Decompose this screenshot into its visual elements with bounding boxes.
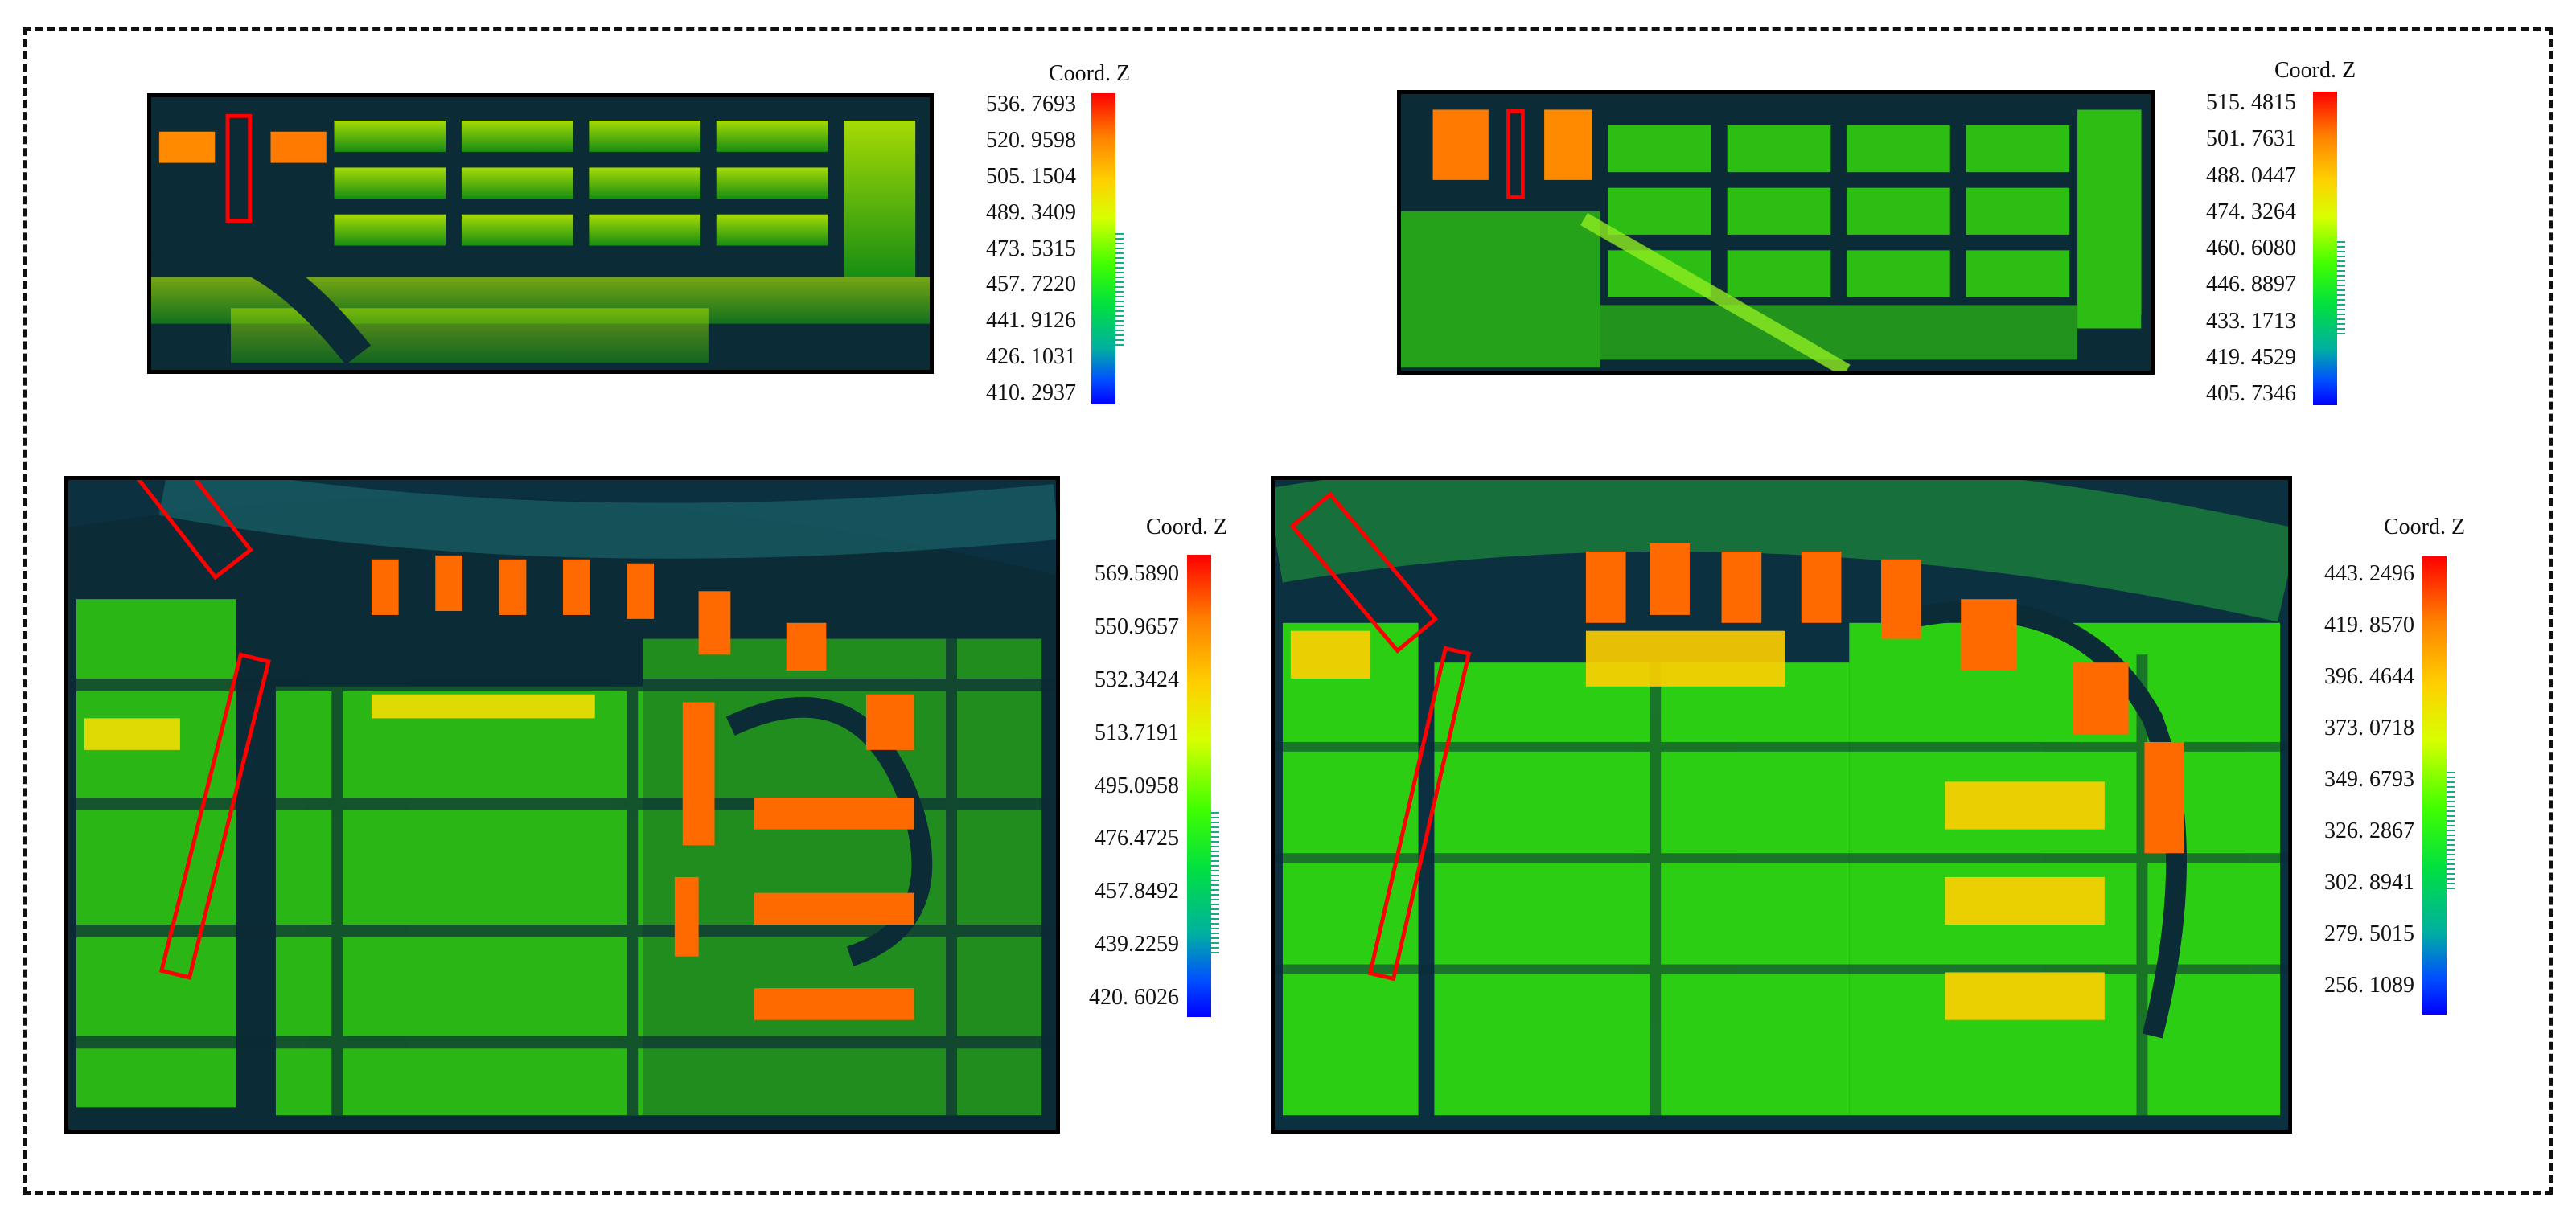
highlight-box <box>1367 646 1472 982</box>
point-cloud-panel-bottom-right <box>1271 476 2292 1134</box>
figure-frame <box>23 27 2553 1195</box>
colorbar-tick: 501. 7631 <box>2206 126 2296 152</box>
colorbar-tick: 419. 8570 <box>2324 613 2414 638</box>
colorbar-tick: 505. 1504 <box>986 163 1076 189</box>
colorbar-tick: 433. 1713 <box>2206 308 2296 334</box>
colorbar-tick: 439.2259 <box>1095 932 1179 958</box>
point-cloud-image <box>1275 480 2288 1130</box>
colorbar-tick: 532.3424 <box>1095 666 1179 692</box>
colorbar-tick: 457. 7220 <box>986 272 1076 297</box>
colorbar-title: Coord. Z <box>1146 515 1228 539</box>
colorbar-title: Coord. Z <box>2384 515 2466 539</box>
colorbar-title: Coord. Z <box>1049 61 1131 86</box>
colorbar-tick: 396. 4644 <box>2324 664 2414 689</box>
colorbar-histogram <box>1211 812 1219 957</box>
colorbar-tick: 302. 8941 <box>2324 870 2414 895</box>
colorbar-tick: 420. 6026 <box>1089 985 1179 1010</box>
colorbar-tick: 550.9657 <box>1095 613 1179 639</box>
colorbar-tick: 488. 0447 <box>2206 162 2296 188</box>
highlight-box <box>158 652 271 980</box>
colorbar-tick: 536. 7693 <box>986 92 1076 117</box>
colorbar-tick: 405. 7346 <box>2206 381 2296 406</box>
colorbar-tick: 476.4725 <box>1095 826 1179 851</box>
colorbar-ticks: 536. 7693 520. 9598 505. 1504 489. 3409 … <box>955 93 1076 404</box>
colorbar-ticks: 569.5890 550.9657 532.3424 513.7191 495.… <box>1062 563 1179 1009</box>
colorbar-tick: 520. 9598 <box>986 127 1076 153</box>
highlight-box <box>1289 491 1439 654</box>
colorbar-tick: 473. 5315 <box>986 236 1076 261</box>
colorbar-tick: 326. 2867 <box>2324 818 2414 843</box>
point-cloud-panel-bottom-left <box>64 476 1060 1134</box>
colorbar-tick: 457.8492 <box>1095 879 1179 904</box>
colorbar-tick: 460. 6080 <box>2206 236 2296 260</box>
point-cloud-image <box>151 97 930 370</box>
colorbar-tick: 256. 1089 <box>2324 973 2414 998</box>
colorbar-tick: 443. 2496 <box>2324 561 2414 586</box>
colorbar-tick: 279. 5015 <box>2324 921 2414 946</box>
colorbar-tick: 373. 0718 <box>2324 716 2414 740</box>
colorbar <box>2422 556 2447 1015</box>
colorbar-tick: 569.5890 <box>1095 561 1179 586</box>
colorbar-tick: 349. 6793 <box>2324 767 2414 792</box>
colorbar-ticks: 515. 4815 501. 7631 488. 0447 474. 3264 … <box>2171 92 2296 405</box>
colorbar-tick: 474. 3264 <box>2206 199 2296 224</box>
colorbar-ticks: 443. 2496 419. 8570 396. 4644 373. 0718 … <box>2300 563 2414 997</box>
highlight-box <box>129 480 254 580</box>
colorbar-tick: 515. 4815 <box>2206 90 2296 115</box>
colorbar-histogram <box>2337 241 2345 338</box>
point-cloud-image <box>1401 94 2151 371</box>
colorbar-tick: 410. 2937 <box>986 380 1076 405</box>
colorbar-tick: 513.7191 <box>1095 720 1179 745</box>
colorbar <box>1091 93 1115 404</box>
colorbar-tick: 446. 8897 <box>2206 272 2296 297</box>
highlight-box <box>225 113 253 223</box>
colorbar-histogram <box>1115 233 1124 346</box>
highlight-box <box>1506 109 1525 199</box>
point-cloud-panel-top-left <box>147 93 934 374</box>
point-cloud-image <box>68 480 1056 1130</box>
colorbar-tick: 419. 4529 <box>2206 344 2296 370</box>
colorbar-title: Coord. Z <box>2274 58 2356 83</box>
colorbar <box>1187 555 1211 1017</box>
point-cloud-panel-top-right <box>1397 90 2155 375</box>
colorbar <box>2313 92 2337 405</box>
colorbar-tick: 495.0958 <box>1095 773 1179 798</box>
colorbar-histogram <box>2447 772 2455 892</box>
colorbar-tick: 426. 1031 <box>986 344 1076 370</box>
colorbar-tick: 441. 9126 <box>986 308 1076 334</box>
colorbar-tick: 489. 3409 <box>986 199 1076 225</box>
